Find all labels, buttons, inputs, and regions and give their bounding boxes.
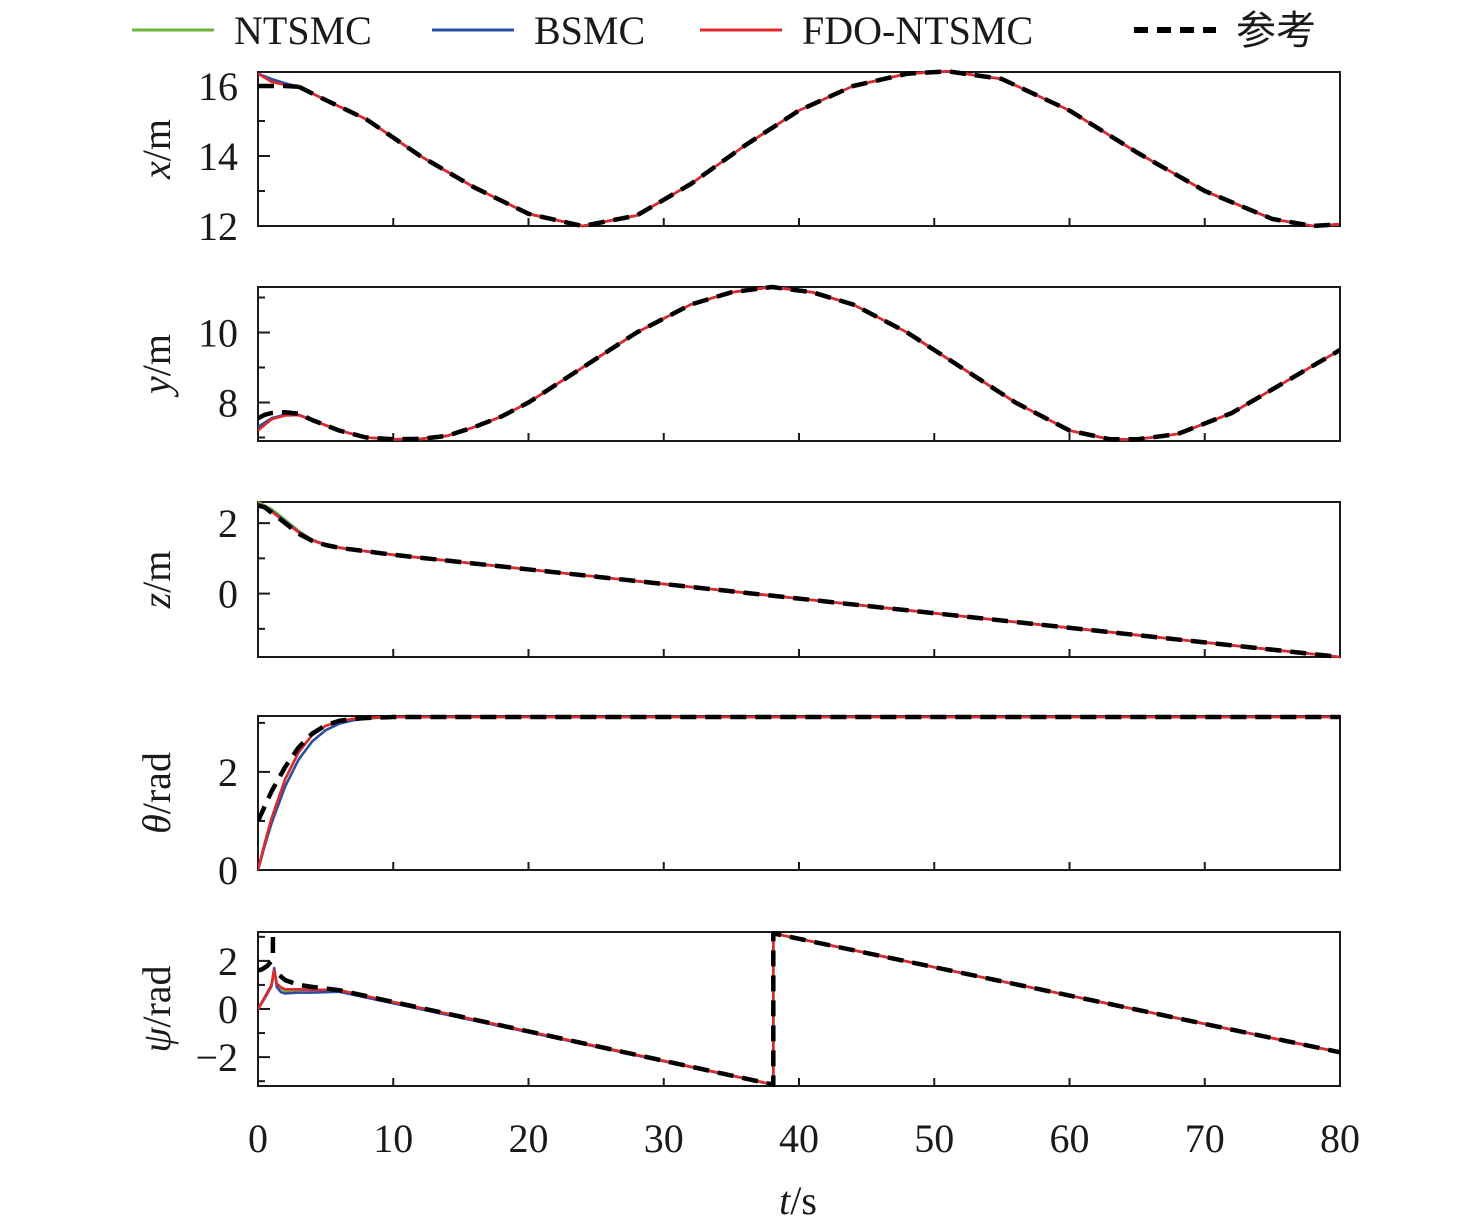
series-line-NTSMC	[258, 70, 1340, 228]
legend-label: FDO-NTSMC	[802, 8, 1033, 53]
panel-frame	[257, 286, 1341, 442]
legend-label: NTSMC	[234, 8, 372, 53]
panel: 8 10 y/m	[134, 284, 1341, 442]
y-tick-label: 14	[198, 134, 238, 179]
y-axis-label-variable: x	[134, 161, 179, 180]
series-line-NTSMC	[258, 285, 1340, 441]
legend-label: BSMC	[534, 8, 645, 53]
series-line-BSMC	[258, 502, 1340, 659]
y-tick-label: 16	[198, 64, 238, 109]
y-axis-label-variable: z	[134, 592, 179, 609]
y-tick-label: 2	[218, 939, 238, 984]
x-tick-label: 30	[644, 1116, 684, 1161]
x-axis-label: t/s	[779, 1178, 817, 1223]
legend-item: FDO-NTSMC	[700, 8, 1033, 53]
x-tick-label: 50	[914, 1116, 954, 1161]
x-axis-label-variable: t	[779, 1178, 791, 1223]
x-tick-label: 60	[1050, 1116, 1090, 1161]
panel-series	[258, 500, 1340, 660]
x-tick-label: 10	[373, 1116, 413, 1161]
y-axis-label-unit: /rad	[134, 752, 179, 814]
x-tick-label: 20	[509, 1116, 549, 1161]
series-line-参考	[258, 936, 276, 973]
series-line-FDO-NTSMC	[258, 285, 1340, 441]
series-line-参考	[258, 284, 1340, 442]
series-line-BSMC	[258, 715, 1340, 871]
y-axis-label-variable: θ	[134, 814, 179, 834]
panel-frame	[257, 501, 1341, 658]
y-axis-label-variable: ψ	[134, 1027, 179, 1053]
panel: 0 2 θ/rad	[134, 714, 1341, 893]
y-tick-label: 0	[218, 987, 238, 1032]
panel: 12 14 16 x/m	[134, 64, 1341, 249]
y-axis-label-unit: /m	[134, 119, 179, 161]
x-tick-label: 70	[1185, 1116, 1225, 1161]
series-line-NTSMC	[258, 500, 1340, 659]
y-axis-label-unit: /m	[134, 551, 179, 593]
chart-legend: NTSMC BSMC FDO-NTSMC 参考	[132, 8, 1316, 53]
series-line-参考	[297, 69, 1340, 229]
x-axis-label-unit: /s	[790, 1178, 817, 1223]
y-tick-label: 2	[218, 750, 238, 795]
legend-item: NTSMC	[132, 8, 372, 53]
x-tick-label: 40	[779, 1116, 819, 1161]
legend-item: BSMC	[432, 8, 645, 53]
legend-item: 参考	[1134, 8, 1316, 53]
y-axis-label: z/m	[134, 551, 179, 610]
x-tick-label: 0	[248, 1116, 268, 1161]
series-line-参考	[258, 503, 1340, 660]
legend-label: 参考	[1236, 8, 1316, 53]
panel-frame	[257, 71, 1341, 227]
series-line-FDO-NTSMC	[258, 502, 1340, 659]
series-line-FDO-NTSMC	[258, 932, 1340, 1086]
x-axis: 0 10 20 30 40 50 60 70 80	[248, 1116, 1360, 1161]
y-axis-label: ψ/rad	[134, 965, 179, 1052]
panel-series	[258, 284, 1340, 442]
y-tick-label: −2	[195, 1035, 238, 1080]
series-line-BSMC	[258, 70, 1340, 228]
panel-series	[258, 931, 1340, 1087]
series-line-FDO-NTSMC	[258, 70, 1340, 228]
series-line-BSMC	[258, 285, 1340, 441]
y-tick-label: 12	[198, 204, 238, 249]
series-line-参考	[278, 931, 1340, 1087]
y-axis-label: y/m	[134, 334, 179, 398]
panel: 0 2 z/m	[134, 500, 1341, 660]
y-tick-label: 0	[218, 848, 238, 893]
series-line-FDO-NTSMC	[258, 715, 1340, 871]
panel-frame	[257, 715, 1341, 871]
y-tick-label: 10	[198, 311, 238, 356]
y-axis-label: θ/rad	[134, 752, 179, 834]
y-axis-label: x/m	[134, 119, 179, 180]
series-line-参考	[258, 714, 1340, 822]
y-axis-label-unit: /m	[134, 334, 179, 376]
y-tick-label: 8	[218, 381, 238, 426]
y-tick-label: 2	[218, 501, 238, 546]
series-line-参考	[258, 83, 299, 89]
y-axis-label-unit: /rad	[134, 965, 179, 1027]
x-tick-label: 80	[1320, 1116, 1360, 1161]
panel-series	[258, 714, 1340, 871]
y-tick-label: 0	[218, 572, 238, 617]
panel-series	[258, 69, 1340, 229]
panel: −202 ψ/rad	[134, 931, 1341, 1087]
series-line-NTSMC	[258, 715, 1340, 871]
y-axis-label-variable: y	[134, 376, 179, 398]
